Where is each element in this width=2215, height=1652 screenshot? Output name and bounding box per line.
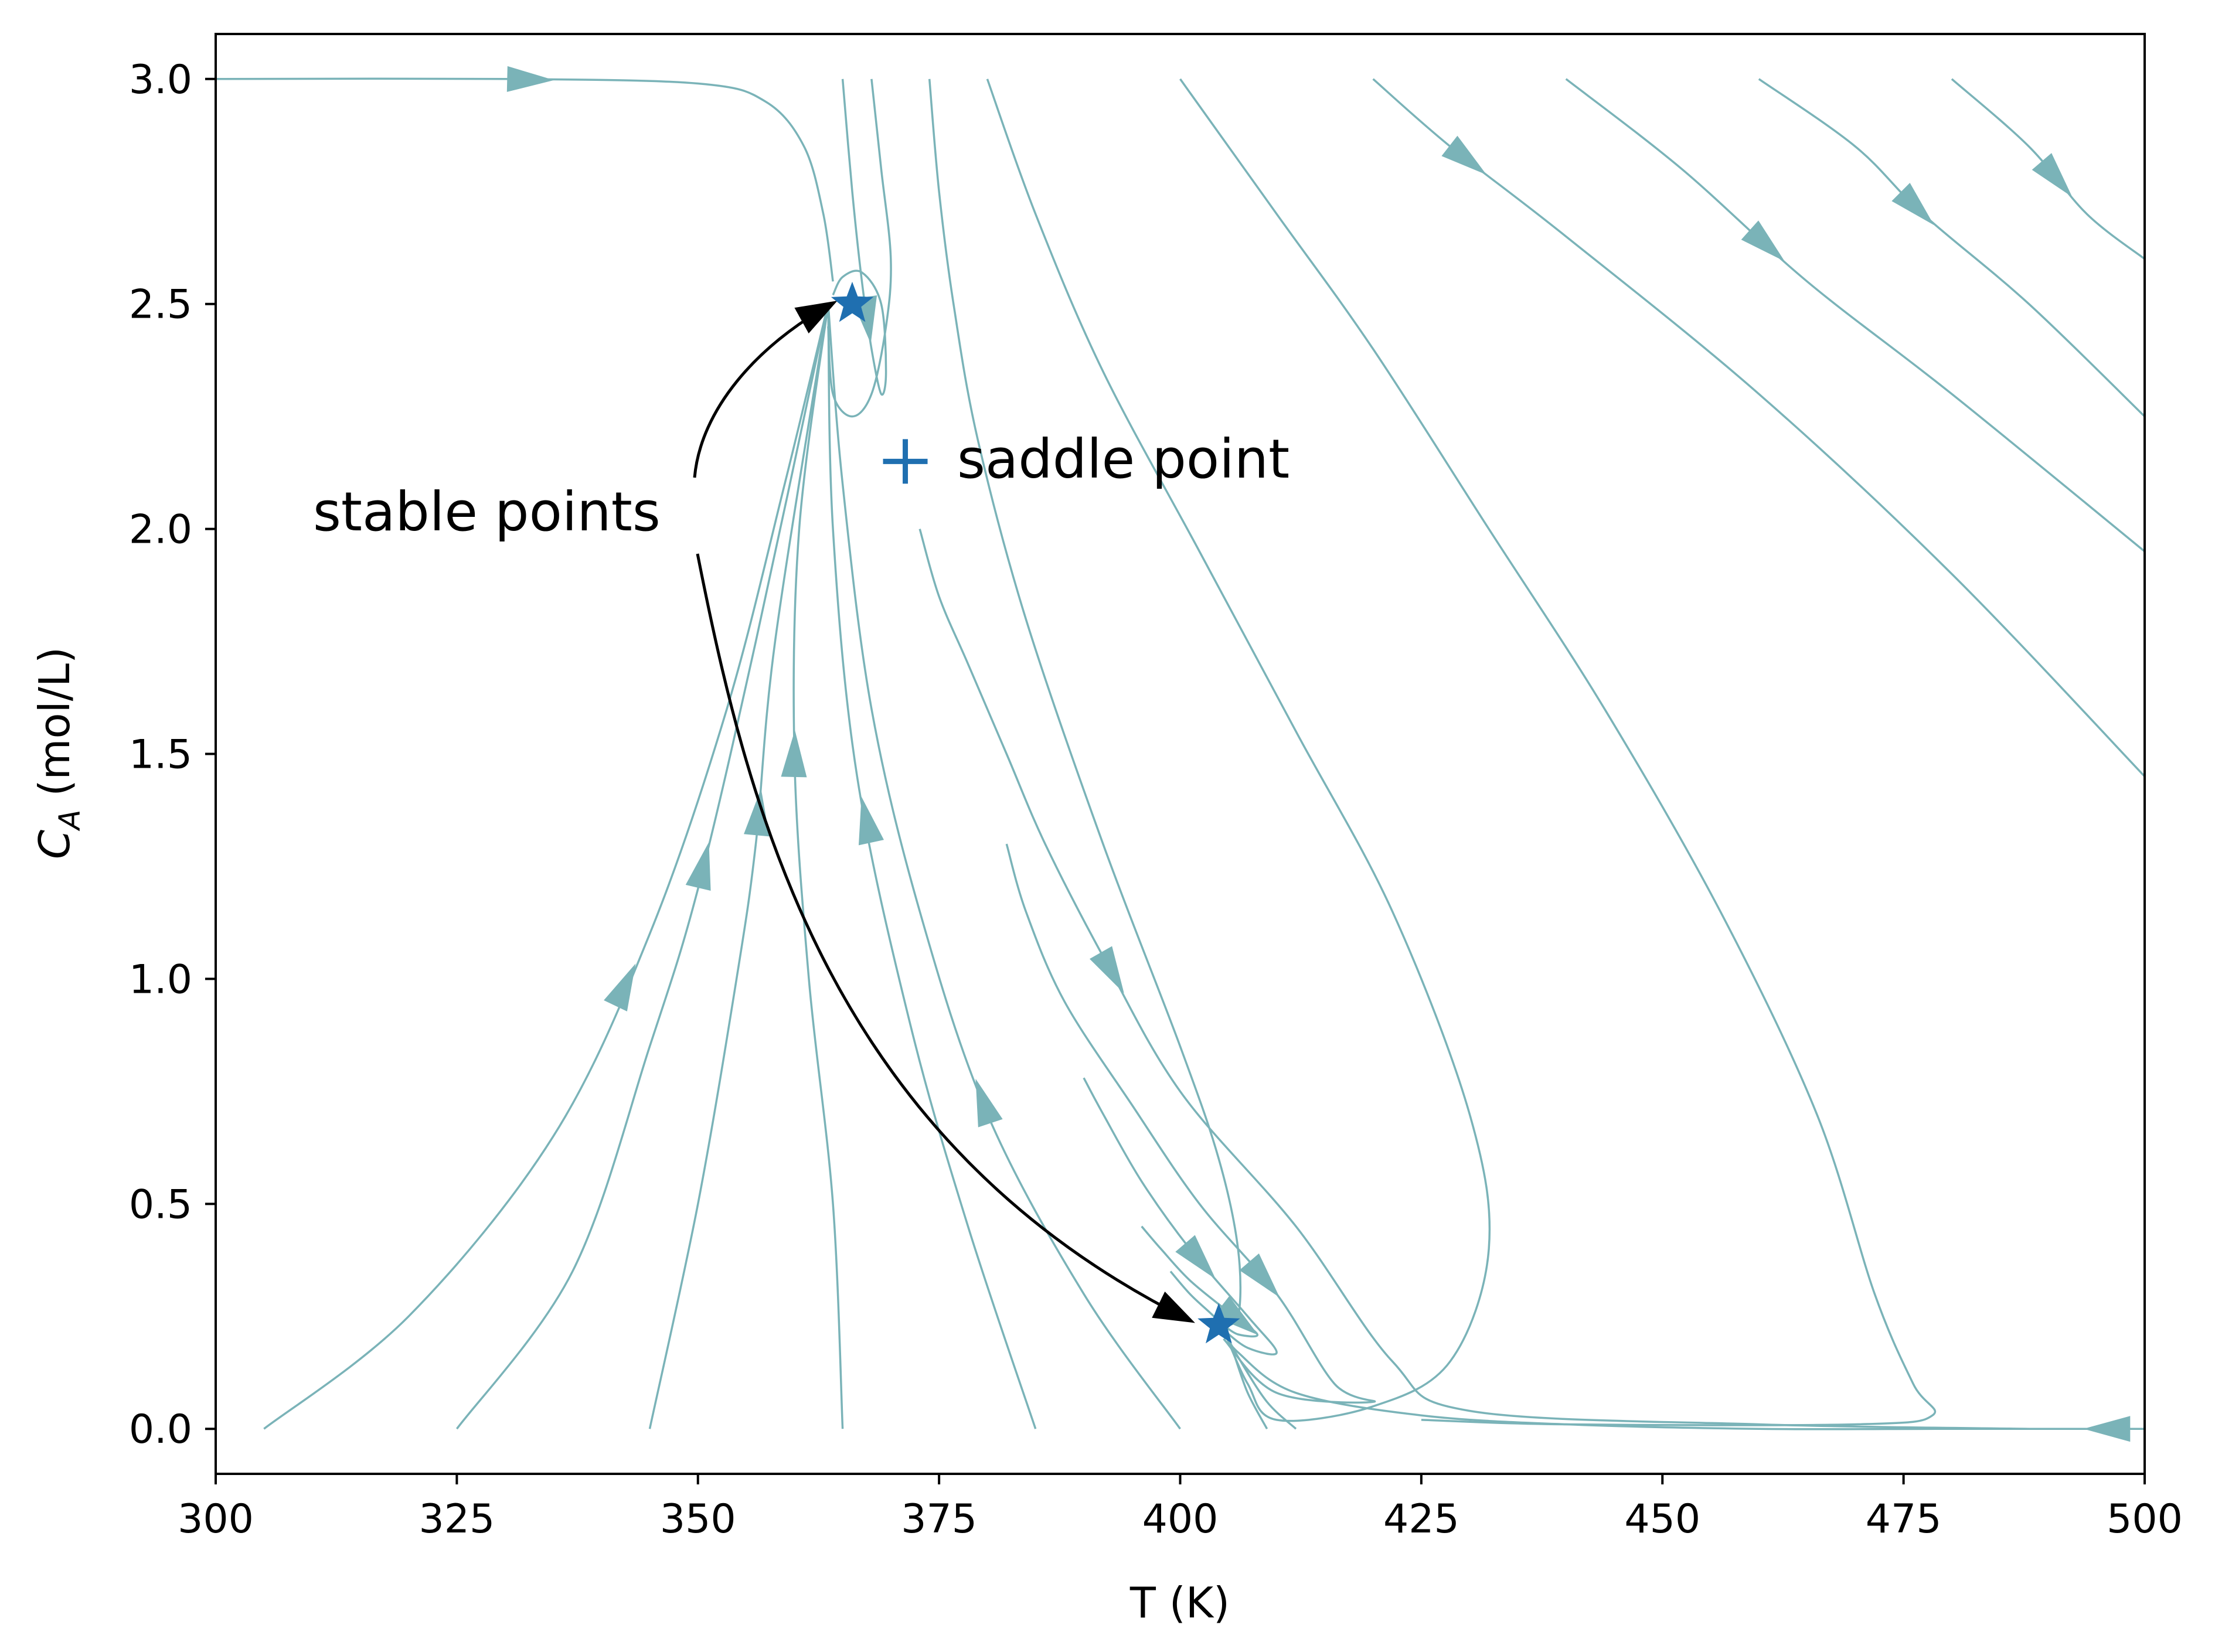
x-tick-label: 475 xyxy=(1866,1496,1942,1542)
y-axis-title: CA (mol/L) xyxy=(30,647,87,859)
x-tick-label: 500 xyxy=(2107,1496,2183,1542)
streamline xyxy=(827,304,1181,1430)
streamlines-layer xyxy=(216,66,2145,1442)
stream-direction-arrow xyxy=(2032,153,2073,197)
stream-direction-arrow xyxy=(1089,946,1124,993)
streamline xyxy=(1565,78,2145,553)
annotation-layer xyxy=(693,301,1195,1323)
stream-direction-arrow xyxy=(604,963,636,1011)
x-tick-label: 450 xyxy=(1624,1496,1700,1542)
y-tick-label: 0.0 xyxy=(129,1406,192,1453)
x-tick-label: 425 xyxy=(1383,1496,1459,1542)
y-tick-label: 3.0 xyxy=(129,57,192,103)
stream-direction-arrow xyxy=(685,842,711,891)
stream-direction-arrow xyxy=(744,788,770,837)
streamline xyxy=(216,77,834,282)
stream-direction-arrow xyxy=(506,66,554,92)
stable-point-star-marker xyxy=(1197,1303,1240,1344)
saddle-point-plus-marker xyxy=(883,439,928,484)
x-tick-label: 300 xyxy=(178,1496,254,1542)
y-tick-label: 1.5 xyxy=(129,732,192,778)
y-axis-title-variable: C xyxy=(30,829,79,859)
streamline xyxy=(918,529,2029,1430)
streamline xyxy=(455,304,829,1430)
x-tick-label: 375 xyxy=(901,1496,977,1542)
equilibrium-markers-layer xyxy=(831,281,1240,1344)
annotation-arrow-lower xyxy=(696,553,1195,1323)
streamline xyxy=(648,304,829,1429)
stream-direction-arrow xyxy=(781,730,807,778)
stream-direction-arrow xyxy=(2083,1416,2131,1442)
stream-direction-arrow xyxy=(1891,182,1934,226)
y-tick-label: 2.5 xyxy=(129,282,192,328)
annotation-stable-points: stable points xyxy=(313,481,661,543)
stream-direction-arrow xyxy=(975,1078,1003,1128)
streamline xyxy=(263,304,829,1430)
streamline xyxy=(792,304,844,1429)
streamline xyxy=(827,79,892,418)
streamline xyxy=(928,79,1242,1327)
stream-direction-arrow xyxy=(858,796,884,846)
stream-direction-arrow xyxy=(1441,135,1487,175)
x-tick-label: 350 xyxy=(660,1496,736,1542)
annotation-arrow-upper xyxy=(693,301,838,478)
y-axis-ticks: 0.0 0.5 1.0 1.5 2.0 2.5 3.0 xyxy=(129,57,216,1453)
x-axis-ticks: 300 325 350 375 400 425 450 475 500 xyxy=(178,1474,2183,1542)
stream-direction-arrow xyxy=(1741,220,1785,262)
y-tick-label: 1.0 xyxy=(129,956,192,1003)
stream-direction-arrow xyxy=(1239,1253,1280,1297)
streamline xyxy=(832,79,887,396)
streamline xyxy=(827,304,1037,1429)
x-axis-title: T (K) xyxy=(1129,1578,1230,1627)
streamline xyxy=(1222,1329,2145,1430)
streamline xyxy=(1005,843,1376,1404)
x-tick-label: 325 xyxy=(418,1496,495,1542)
annotation-saddle-point: saddle point xyxy=(957,428,1289,491)
y-axis-title-subscript: A xyxy=(53,810,87,832)
y-axis-title-spacer xyxy=(30,796,79,810)
y-tick-label: 2.0 xyxy=(129,507,192,553)
stream-direction-arrow xyxy=(1213,1296,1258,1336)
stable-point-star-marker xyxy=(831,281,874,322)
y-tick-label: 0.5 xyxy=(129,1181,192,1228)
y-axis-title-unit: (mol/L) xyxy=(30,647,79,796)
streamline xyxy=(986,79,1491,1422)
stream-direction-arrow xyxy=(1175,1235,1216,1279)
x-tick-label: 400 xyxy=(1142,1496,1219,1542)
